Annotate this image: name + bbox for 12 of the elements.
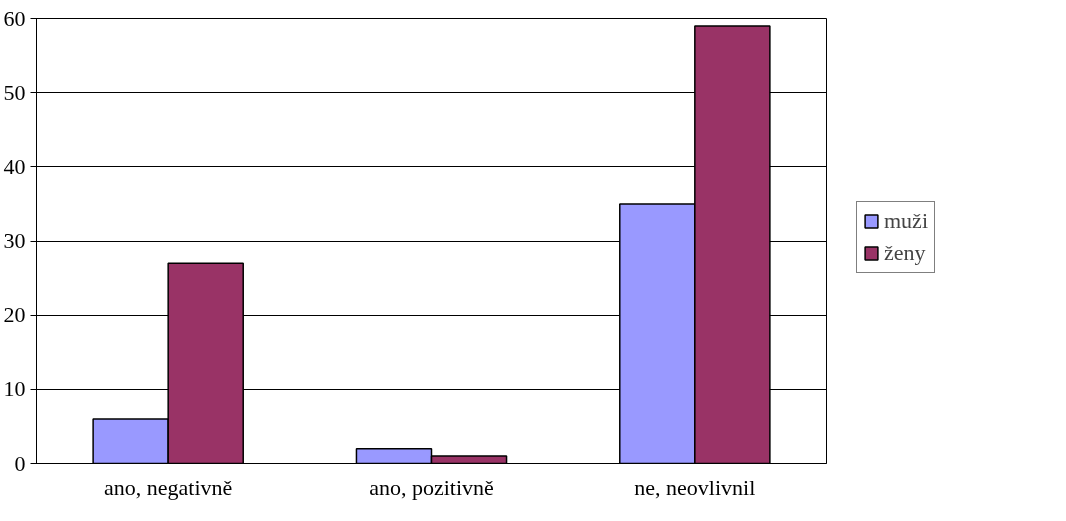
x-tick-label: ano, pozitivně xyxy=(369,474,494,500)
y-tick-label: 20 xyxy=(3,302,26,328)
legend-label: ženy xyxy=(884,240,926,266)
x-tick-label: ne, neovlivnil xyxy=(634,474,756,500)
y-tick-label: 30 xyxy=(3,228,26,253)
y-tick-label: 40 xyxy=(3,153,26,179)
y-tick-label: 10 xyxy=(3,376,26,402)
x-tick-label: ano, negativně xyxy=(104,474,233,500)
y-tick-label: 0 xyxy=(14,450,26,476)
y-tick-label: 50 xyxy=(3,79,26,105)
legend-label: muži xyxy=(884,208,928,234)
y-tick-label: 60 xyxy=(3,5,26,31)
